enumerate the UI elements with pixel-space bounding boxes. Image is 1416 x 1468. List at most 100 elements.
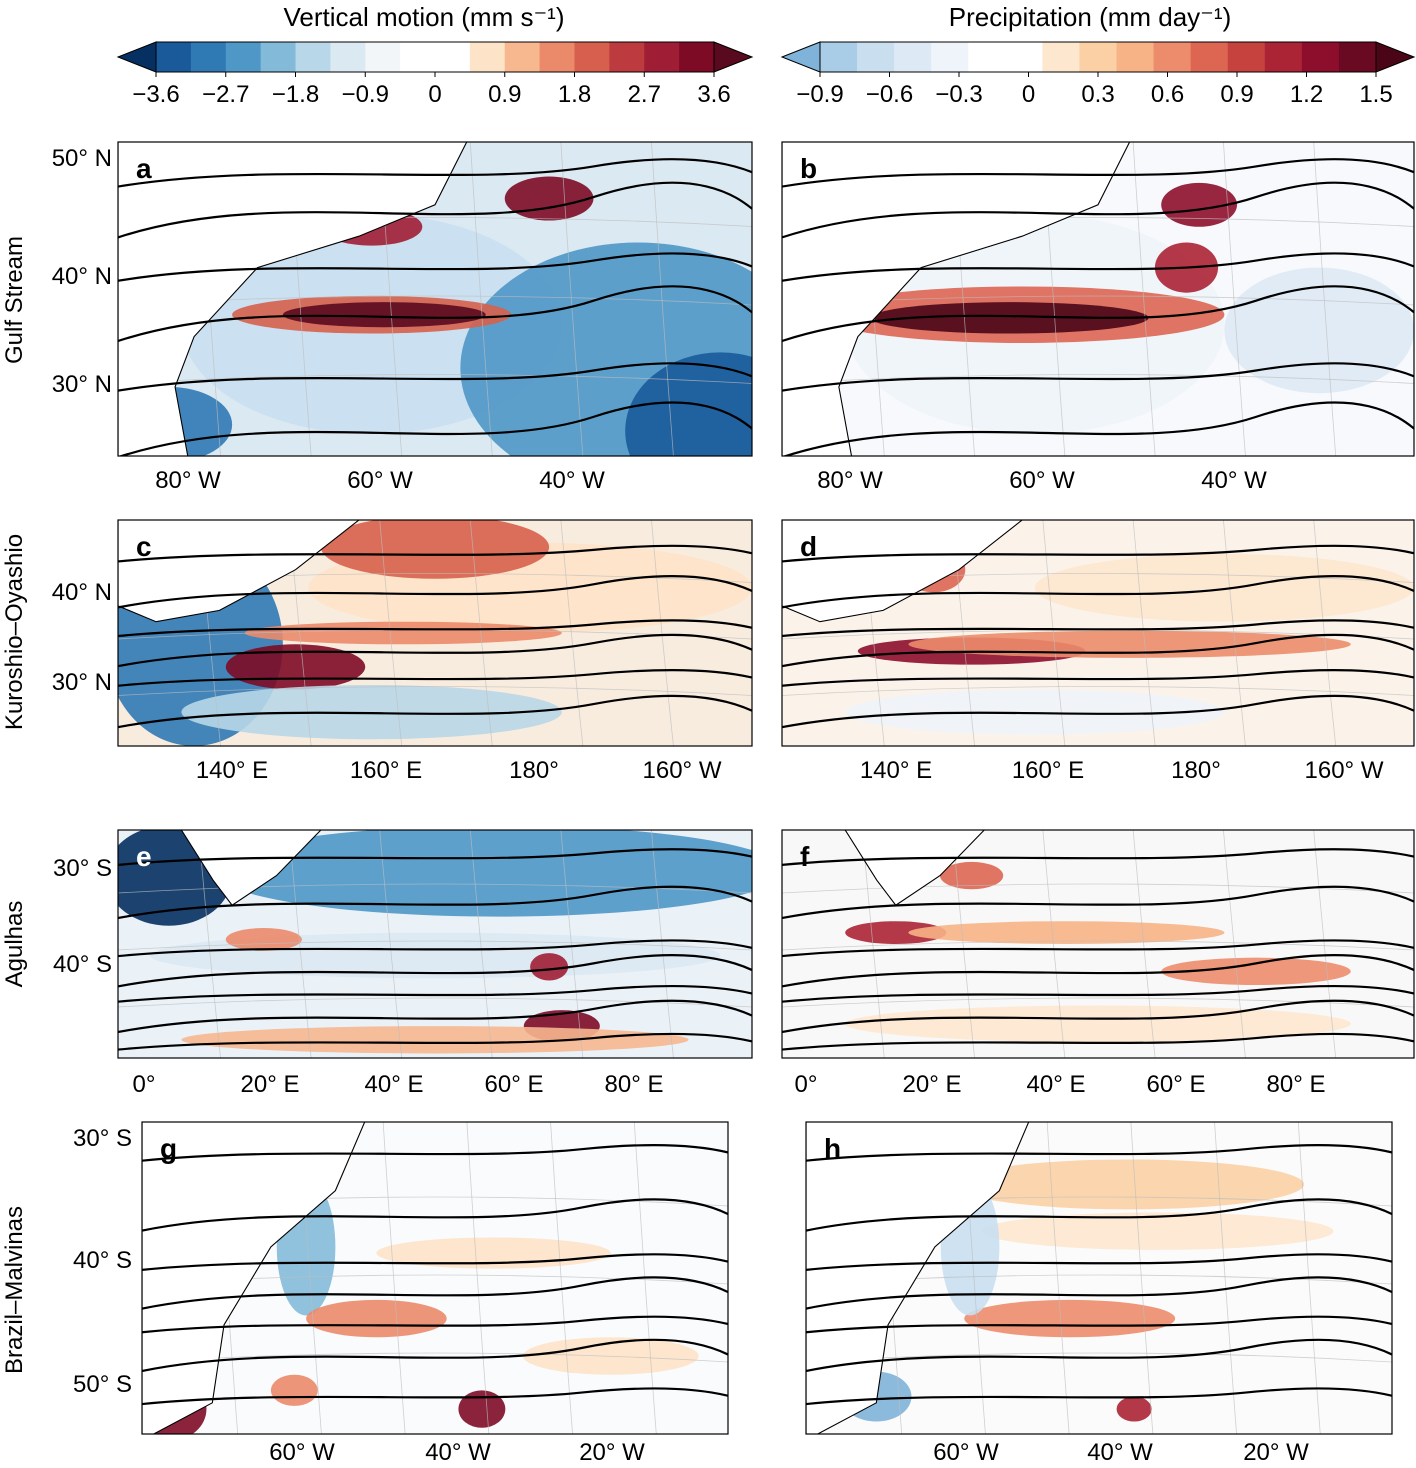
y-tick-label: 40° N	[52, 579, 112, 606]
contour-line	[782, 544, 1414, 563]
land-south-america	[142, 1122, 366, 1434]
anomaly-patch	[181, 1026, 689, 1054]
meridian-gridline	[469, 520, 493, 746]
y-tick-label: 30° S	[73, 1125, 132, 1152]
map-panel-c: c	[117, 519, 753, 747]
colorbar-cell	[1116, 42, 1155, 72]
contour-line	[782, 999, 1414, 1034]
colorbar-tick-label: −3.6	[132, 81, 179, 108]
map-frame	[117, 829, 753, 1059]
x-tick-label: 0°	[795, 1071, 818, 1098]
colorbar-tick-label: −0.9	[796, 81, 843, 108]
anomaly-patch	[845, 921, 947, 944]
map-field	[118, 520, 752, 746]
colorbar-cell	[574, 42, 610, 72]
colorbar-cell	[894, 42, 932, 72]
x-tick-label: 160° W	[1305, 757, 1384, 784]
contour-line	[806, 1315, 1392, 1334]
anomaly-patch	[1161, 182, 1238, 227]
x-tick-label: 40° W	[1087, 1439, 1153, 1466]
meridian-gridline	[1313, 520, 1337, 746]
contour-line	[142, 1198, 728, 1232]
x-tick-label: 40° E	[1027, 1071, 1086, 1098]
contour-line	[782, 1032, 1414, 1051]
colorbar-cell	[820, 42, 858, 72]
colorbar-extend-high	[1375, 41, 1416, 73]
map-field	[782, 520, 1414, 746]
anomaly-patch	[504, 176, 594, 221]
anomaly-patch	[270, 1374, 318, 1406]
parallel-gridline	[806, 1352, 1392, 1363]
contour-line	[806, 1198, 1392, 1232]
x-tick-label: 40° W	[425, 1439, 491, 1466]
meridian-gridline	[379, 520, 403, 746]
y-tick-label: 30° N	[52, 669, 112, 696]
colorbar-tick-label: 0	[428, 81, 441, 108]
parallel-gridline	[782, 997, 1414, 1008]
meridian-gridline	[560, 142, 584, 456]
x-tick-label: 60° E	[485, 1071, 544, 1098]
colorbar-tick-label: 0.6	[1151, 81, 1184, 108]
contour-line	[118, 252, 752, 282]
panel-letter-h: h	[824, 1133, 841, 1164]
map-frame	[117, 141, 753, 457]
x-tick-label: 140° E	[860, 757, 932, 784]
colorbar-tick-label: 1.5	[1359, 81, 1392, 108]
contour-line	[142, 1253, 728, 1272]
x-tick-label: 20° W	[1243, 1439, 1309, 1466]
x-tick-label: 160° W	[643, 757, 722, 784]
map-field	[806, 1122, 1392, 1434]
meridian-gridline	[1046, 1122, 1070, 1434]
contour-line	[782, 158, 1414, 188]
colorbar-cell	[435, 42, 471, 72]
colorbar-cell	[365, 42, 401, 72]
land-asia	[782, 520, 1024, 623]
meridian-gridline	[1223, 830, 1246, 1058]
parallel-gridline	[118, 686, 752, 696]
meridian-gridline	[651, 830, 674, 1058]
colorbar-cell	[931, 42, 969, 72]
meridian-gridline	[1132, 520, 1156, 746]
x-tick-label: 180°	[509, 757, 559, 784]
contour-line	[118, 848, 752, 867]
colorbar-cell	[539, 42, 575, 72]
panel-letter-e: e	[136, 841, 152, 872]
contour-line	[142, 1144, 728, 1162]
colorbar-cell	[1153, 42, 1192, 72]
y-tick-label: 30° N	[52, 371, 112, 398]
contour-line	[782, 669, 1414, 687]
colorbar-cell	[857, 42, 895, 72]
map-frame	[781, 141, 1415, 457]
meridian-gridline	[560, 520, 584, 746]
parallel-gridline	[118, 940, 752, 951]
meridian-gridline	[1223, 142, 1246, 456]
anomaly-patch	[964, 1299, 1176, 1338]
colorbar-tick-label: −0.6	[866, 81, 913, 108]
colorbar-cell	[260, 42, 296, 72]
contour-line	[782, 285, 1414, 343]
map-frame	[781, 829, 1415, 1059]
parallel-gridline	[118, 997, 752, 1008]
contour-line	[142, 1338, 728, 1373]
contour-line	[142, 1276, 728, 1310]
axis-labels-agulhas: 30° S 40° S 0° 20° E 40° E 60° E 80° E 0…	[53, 855, 1325, 1098]
colorbar-cell	[679, 42, 715, 72]
colorbar-tick-label: 0	[1022, 81, 1035, 108]
colorbar-cell	[330, 42, 366, 72]
meridian-gridline	[382, 1122, 406, 1434]
contour-line	[118, 885, 752, 920]
anomaly-patch	[282, 302, 486, 328]
parallel-gridline	[782, 686, 1414, 696]
contour-line	[142, 1315, 728, 1334]
x-tick-label: 80° E	[605, 1071, 664, 1098]
colorbar-extend-low	[116, 41, 157, 73]
y-tick-label: 40° S	[53, 951, 112, 978]
map-panel-f: f	[781, 829, 1415, 1059]
contour-line	[782, 985, 1414, 1003]
row-label-agulhas: Agulhas	[1, 901, 28, 988]
x-tick-label: 160° E	[350, 757, 422, 784]
anomaly-patch	[952, 1159, 1305, 1210]
meridian-gridline	[1130, 1122, 1154, 1434]
map-frame	[805, 1121, 1393, 1435]
